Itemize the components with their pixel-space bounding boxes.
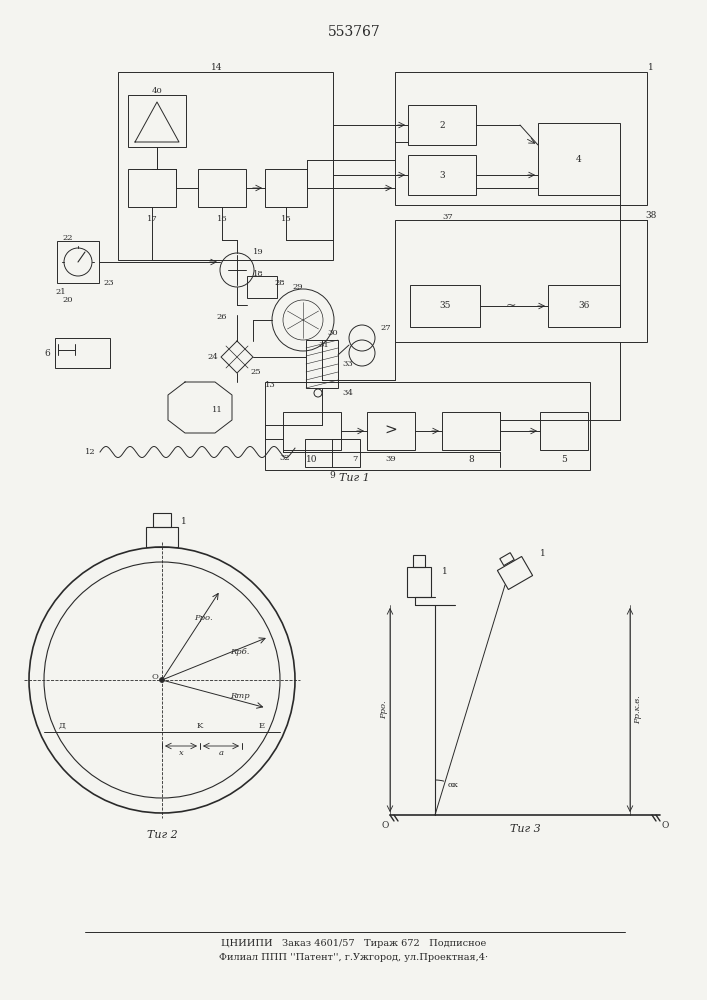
Bar xyxy=(153,513,171,527)
Bar xyxy=(367,412,415,450)
Text: x: x xyxy=(179,749,183,757)
Text: 2: 2 xyxy=(439,120,445,129)
Text: Τиг 3: Τиг 3 xyxy=(510,824,540,834)
Text: 31: 31 xyxy=(318,341,329,349)
Text: Филиал ППП ''Патент'', г.Ужгород, ул.Проектная,4·: Филиал ППП ''Патент'', г.Ужгород, ул.Про… xyxy=(219,954,489,962)
Text: 7: 7 xyxy=(352,455,358,463)
Text: 39: 39 xyxy=(385,455,397,463)
Text: 1: 1 xyxy=(442,566,448,576)
Text: 22: 22 xyxy=(62,234,73,242)
Bar xyxy=(146,527,178,547)
Text: 28: 28 xyxy=(275,279,286,287)
Text: 1: 1 xyxy=(648,64,654,73)
Bar xyxy=(198,169,246,207)
Text: 10: 10 xyxy=(306,454,317,464)
Text: O: O xyxy=(151,673,158,681)
Text: Д: Д xyxy=(59,722,65,730)
Text: Τиг 1: Τиг 1 xyxy=(339,473,369,483)
Text: Pро.: Pро. xyxy=(194,614,213,622)
Text: a: a xyxy=(218,749,223,757)
Bar xyxy=(407,567,431,597)
Text: 25: 25 xyxy=(251,368,262,376)
Text: 29: 29 xyxy=(293,283,303,291)
Text: 12: 12 xyxy=(85,448,95,456)
Bar xyxy=(410,285,480,327)
Bar xyxy=(408,105,476,145)
Bar xyxy=(55,338,110,368)
Text: E: E xyxy=(259,722,265,730)
Text: 32: 32 xyxy=(280,454,291,462)
Bar xyxy=(128,95,186,147)
Text: 1: 1 xyxy=(181,518,187,526)
Text: 27: 27 xyxy=(380,324,391,332)
Text: 15: 15 xyxy=(281,215,291,223)
Text: 19: 19 xyxy=(253,248,264,256)
Bar xyxy=(413,555,425,567)
Bar xyxy=(538,123,620,195)
Circle shape xyxy=(160,678,165,682)
Bar xyxy=(265,169,307,207)
Bar xyxy=(265,382,590,470)
Text: 26: 26 xyxy=(217,313,227,321)
Text: 37: 37 xyxy=(443,213,453,221)
Text: 30: 30 xyxy=(327,329,338,337)
Text: 23: 23 xyxy=(103,279,114,287)
Text: 5: 5 xyxy=(561,454,567,464)
Bar xyxy=(306,340,338,388)
Text: 34: 34 xyxy=(342,389,353,397)
Text: O: O xyxy=(661,820,669,830)
Text: 20: 20 xyxy=(62,296,73,304)
Text: Rрб.: Rрб. xyxy=(230,648,250,656)
Text: 14: 14 xyxy=(211,64,223,73)
Text: 21: 21 xyxy=(55,288,66,296)
Text: 3: 3 xyxy=(439,170,445,180)
Bar xyxy=(408,155,476,195)
Text: αк: αк xyxy=(448,781,458,789)
Text: 17: 17 xyxy=(146,215,158,223)
Text: 6: 6 xyxy=(45,349,50,358)
Bar xyxy=(118,72,333,260)
Text: 16: 16 xyxy=(216,215,228,223)
Text: 9: 9 xyxy=(329,472,335,481)
Text: 35: 35 xyxy=(439,302,451,310)
Bar xyxy=(442,412,500,450)
Bar xyxy=(305,439,360,467)
Text: 18: 18 xyxy=(252,270,264,278)
Text: Rтр: Rтр xyxy=(230,692,250,700)
Text: 24: 24 xyxy=(208,353,218,361)
Text: O: O xyxy=(381,820,389,830)
Text: Τиг 2: Τиг 2 xyxy=(146,830,177,840)
Text: 11: 11 xyxy=(211,406,223,414)
Text: 4: 4 xyxy=(576,154,582,163)
Bar xyxy=(395,72,647,205)
Text: K: K xyxy=(197,722,203,730)
Text: 40: 40 xyxy=(151,87,163,95)
Text: 33: 33 xyxy=(342,360,353,368)
Bar xyxy=(128,169,176,207)
Bar xyxy=(247,276,277,298)
Text: 36: 36 xyxy=(578,302,590,310)
Bar xyxy=(57,241,99,283)
Text: ЦНИИПИ   Заказ 4601/57   Тираж 672   Подписное: ЦНИИПИ Заказ 4601/57 Тираж 672 Подписное xyxy=(221,940,486,948)
Bar xyxy=(283,412,341,450)
Text: ~: ~ xyxy=(506,300,516,312)
Text: Pро.: Pро. xyxy=(380,701,388,719)
Text: 8: 8 xyxy=(468,454,474,464)
Text: 13: 13 xyxy=(264,381,275,389)
Text: 38: 38 xyxy=(645,212,657,221)
Bar xyxy=(548,285,620,327)
Text: 1: 1 xyxy=(540,548,546,558)
Bar xyxy=(540,412,588,450)
Text: >: > xyxy=(385,424,397,438)
Text: 553767: 553767 xyxy=(327,25,380,39)
Bar xyxy=(395,220,647,342)
Text: Pр.к.в.: Pр.к.в. xyxy=(634,696,642,724)
